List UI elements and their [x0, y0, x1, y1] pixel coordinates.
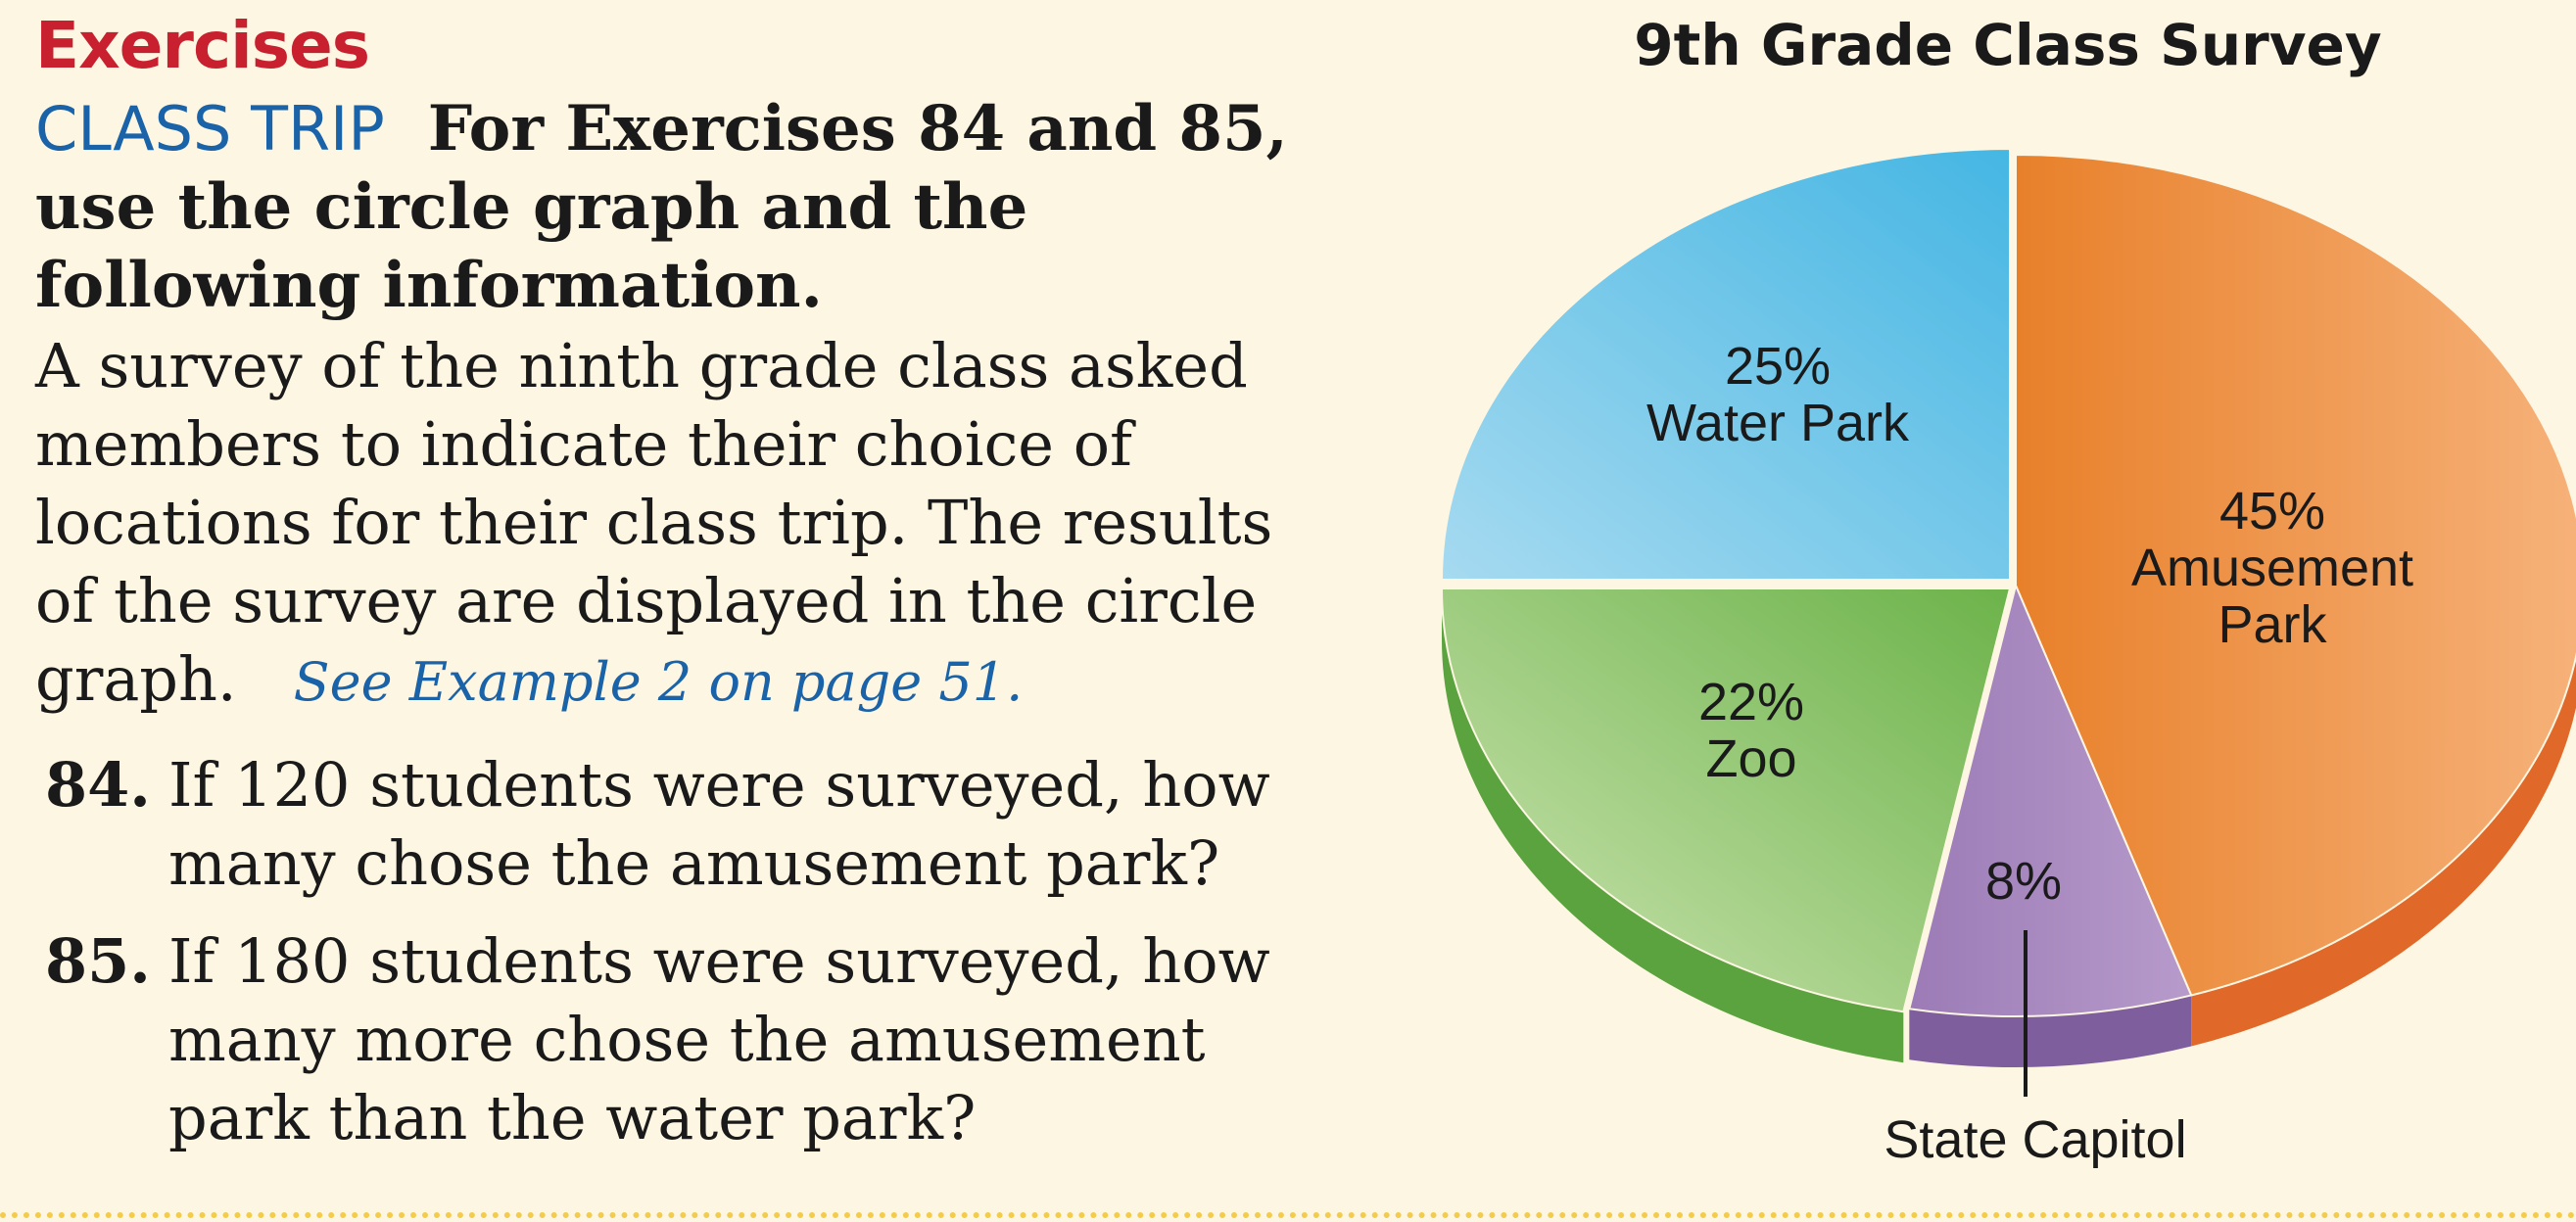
exercise-number: 85.	[45, 925, 151, 997]
paragraph-text: A survey of the ninth grade class asked …	[35, 330, 1273, 715]
slice-name-label: Water Park	[1646, 394, 1910, 452]
exercise-number: 84.	[45, 749, 151, 821]
exercise-intro: CLASS TRIP For Exercises 84 and 85, use t…	[35, 90, 1309, 325]
pie-slice-zoo	[1440, 588, 2012, 1013]
intro-text: For Exercises 84 and 85, use the circle …	[35, 92, 1288, 322]
pie-depth	[1442, 588, 2576, 1067]
slice-name-label: Amusement	[2131, 539, 2413, 597]
topic-label: CLASS TRIP	[35, 93, 385, 164]
slice-value-label: 45%	[2219, 482, 2325, 540]
pie-slice-amusement-park	[2015, 153, 2576, 997]
slice-name-label: Park	[2218, 595, 2327, 654]
section-title: Exercises	[35, 8, 370, 83]
pie-slice-water-park	[1440, 147, 2011, 581]
pie-slices	[1440, 147, 2576, 1017]
exercise-text: If 120 students were surveyed, how many …	[168, 749, 1270, 899]
pie-side-state-capitol	[1909, 995, 2192, 1067]
slice-value-label: 22%	[1698, 673, 1804, 731]
chart-title: 9th Grade Class Survey	[1634, 12, 2382, 78]
pie-side-amusement-park	[2191, 656, 2576, 1047]
exercise-text: If 180 students were surveyed, how many …	[168, 925, 1270, 1153]
pie-side-zoo	[1442, 588, 1904, 1063]
pie-slice-state-capitol	[1908, 582, 2193, 1017]
example-reference: See Example 2 on page 51.	[293, 651, 1024, 713]
survey-paragraph: A survey of the ninth grade class asked …	[35, 327, 1309, 722]
slice-name-label: State Capitol	[1884, 1110, 2186, 1169]
exercise-85: 85. If 180 students were surveyed, how m…	[35, 922, 1309, 1157]
slice-name-label: Zoo	[1705, 729, 1796, 788]
slice-value-label: 25%	[1725, 337, 1831, 396]
exercise-84: 84. If 120 students were surveyed, how m…	[35, 746, 1309, 903]
slice-value-label: 8%	[1985, 852, 2062, 911]
dotted-divider	[0, 1212, 2576, 1218]
